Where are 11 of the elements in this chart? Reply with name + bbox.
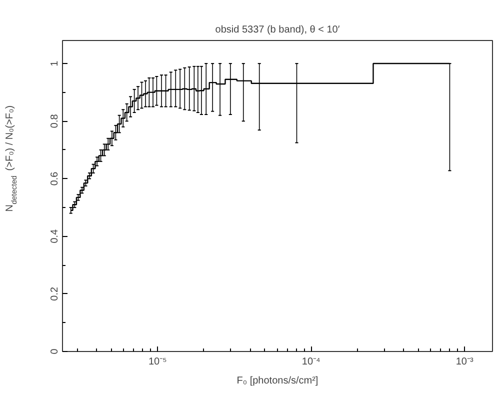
y-tick-label: 0.8 [50,114,60,128]
y-tick-label: 0.2 [50,286,60,301]
y-tick-label: 0.4 [50,228,60,244]
x-axis-title: F₀ [photons/s/cm²] [236,376,318,386]
y-tick-label: 1 [50,60,60,66]
x-tick-label: 10⁻³ [456,356,474,368]
x-tick-label: 10⁻⁵ [148,356,167,368]
y-tick-label: 0 [50,348,60,354]
x-tick-label: 10⁻⁴ [302,356,320,368]
y-tick-label: 0.6 [50,171,60,186]
chart-title: obsid 5337 (b band), θ < 10′ [215,24,340,36]
